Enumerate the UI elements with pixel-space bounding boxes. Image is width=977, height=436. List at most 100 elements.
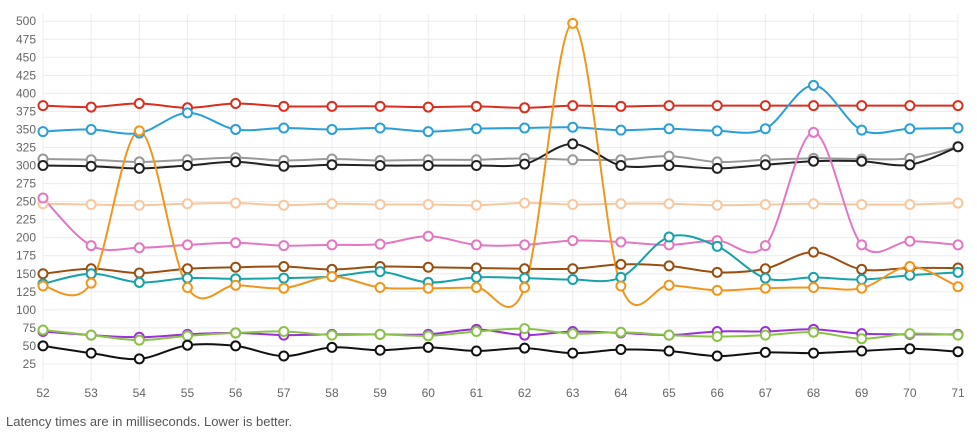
data-point <box>952 329 964 341</box>
data-point <box>470 160 482 172</box>
data-point <box>663 231 675 243</box>
data-point <box>181 339 193 351</box>
data-point <box>181 263 193 275</box>
y-tick-label: 100 <box>16 303 36 317</box>
y-tick-label: 150 <box>16 267 36 281</box>
y-axis: 25 50 75 100 125 150 175 200 225 250 275 300 325 350 3… <box>16 14 36 371</box>
data-point <box>615 100 627 112</box>
series-line-6 <box>42 131 959 254</box>
data-point <box>615 198 627 210</box>
x-tick-label: 61 <box>470 386 484 400</box>
y-tick-label: 275 <box>16 177 36 191</box>
data-point <box>326 271 338 283</box>
chart-caption: Latency times are in milliseconds. Lower… <box>6 414 293 429</box>
data-point <box>85 277 97 289</box>
data-point <box>808 271 820 283</box>
y-tick-label: 425 <box>16 68 36 82</box>
data-point <box>374 266 386 278</box>
data-point <box>422 160 434 172</box>
y-tick-label: 350 <box>16 122 36 136</box>
series-lines <box>42 22 959 361</box>
x-tick-label: 60 <box>422 386 436 400</box>
data-point <box>663 279 675 291</box>
data-point <box>37 192 49 204</box>
data-point <box>856 100 868 112</box>
data-point <box>422 230 434 242</box>
data-point <box>326 329 338 341</box>
data-point <box>470 325 482 337</box>
data-point <box>615 326 627 338</box>
data-point <box>422 261 434 273</box>
x-tick-label: 67 <box>759 386 773 400</box>
data-point <box>37 100 49 112</box>
data-point <box>422 341 434 353</box>
data-point <box>856 239 868 251</box>
y-tick-label: 175 <box>16 249 36 263</box>
y-tick-label: 325 <box>16 140 36 154</box>
data-point <box>952 281 964 293</box>
series-line-8 <box>42 234 959 285</box>
data-point <box>133 334 145 346</box>
data-point <box>567 198 579 210</box>
y-tick-label: 475 <box>16 32 36 46</box>
data-point <box>759 198 771 210</box>
data-point <box>808 126 820 138</box>
data-point <box>567 274 579 286</box>
data-point <box>759 282 771 294</box>
data-point <box>278 100 290 112</box>
data-point <box>808 246 820 258</box>
x-tick-label: 71 <box>951 386 965 400</box>
data-point <box>567 17 579 29</box>
data-point <box>567 121 579 133</box>
data-point <box>663 345 675 357</box>
data-point <box>663 123 675 135</box>
data-point <box>181 281 193 293</box>
data-point <box>278 272 290 284</box>
chart-grid <box>42 14 959 382</box>
data-point <box>85 329 97 341</box>
data-point <box>856 198 868 210</box>
data-point <box>904 123 916 135</box>
data-point <box>519 342 531 354</box>
x-tick-label: 70 <box>903 386 917 400</box>
series-points <box>37 17 964 365</box>
y-tick-label: 75 <box>23 321 37 335</box>
data-point <box>759 329 771 341</box>
data-point <box>904 261 916 273</box>
data-point <box>422 282 434 294</box>
data-point <box>422 330 434 342</box>
y-tick-label: 500 <box>16 14 36 28</box>
data-point <box>230 340 242 352</box>
data-point <box>519 323 531 335</box>
x-tick-label: 59 <box>373 386 387 400</box>
data-point <box>278 325 290 337</box>
y-tick-label: 250 <box>16 195 36 209</box>
data-point <box>326 239 338 251</box>
data-point <box>374 100 386 112</box>
data-point <box>230 279 242 291</box>
y-tick-label: 300 <box>16 159 36 173</box>
data-point <box>230 261 242 273</box>
data-point <box>856 263 868 275</box>
data-point <box>808 198 820 210</box>
data-point <box>759 123 771 135</box>
data-point <box>326 159 338 171</box>
x-tick-label: 68 <box>807 386 821 400</box>
series-line-2 <box>42 84 959 135</box>
data-point <box>711 284 723 296</box>
y-tick-label: 50 <box>23 339 37 353</box>
data-point <box>567 100 579 112</box>
data-point <box>85 101 97 113</box>
data-point <box>470 123 482 135</box>
data-point <box>952 346 964 358</box>
data-point <box>567 235 579 247</box>
x-tick-label: 56 <box>229 386 243 400</box>
data-point <box>759 240 771 252</box>
data-point <box>663 150 675 162</box>
data-point <box>759 272 771 284</box>
data-point <box>230 123 242 135</box>
data-point <box>181 272 193 284</box>
data-point <box>133 353 145 365</box>
data-point <box>326 341 338 353</box>
data-point <box>904 235 916 247</box>
